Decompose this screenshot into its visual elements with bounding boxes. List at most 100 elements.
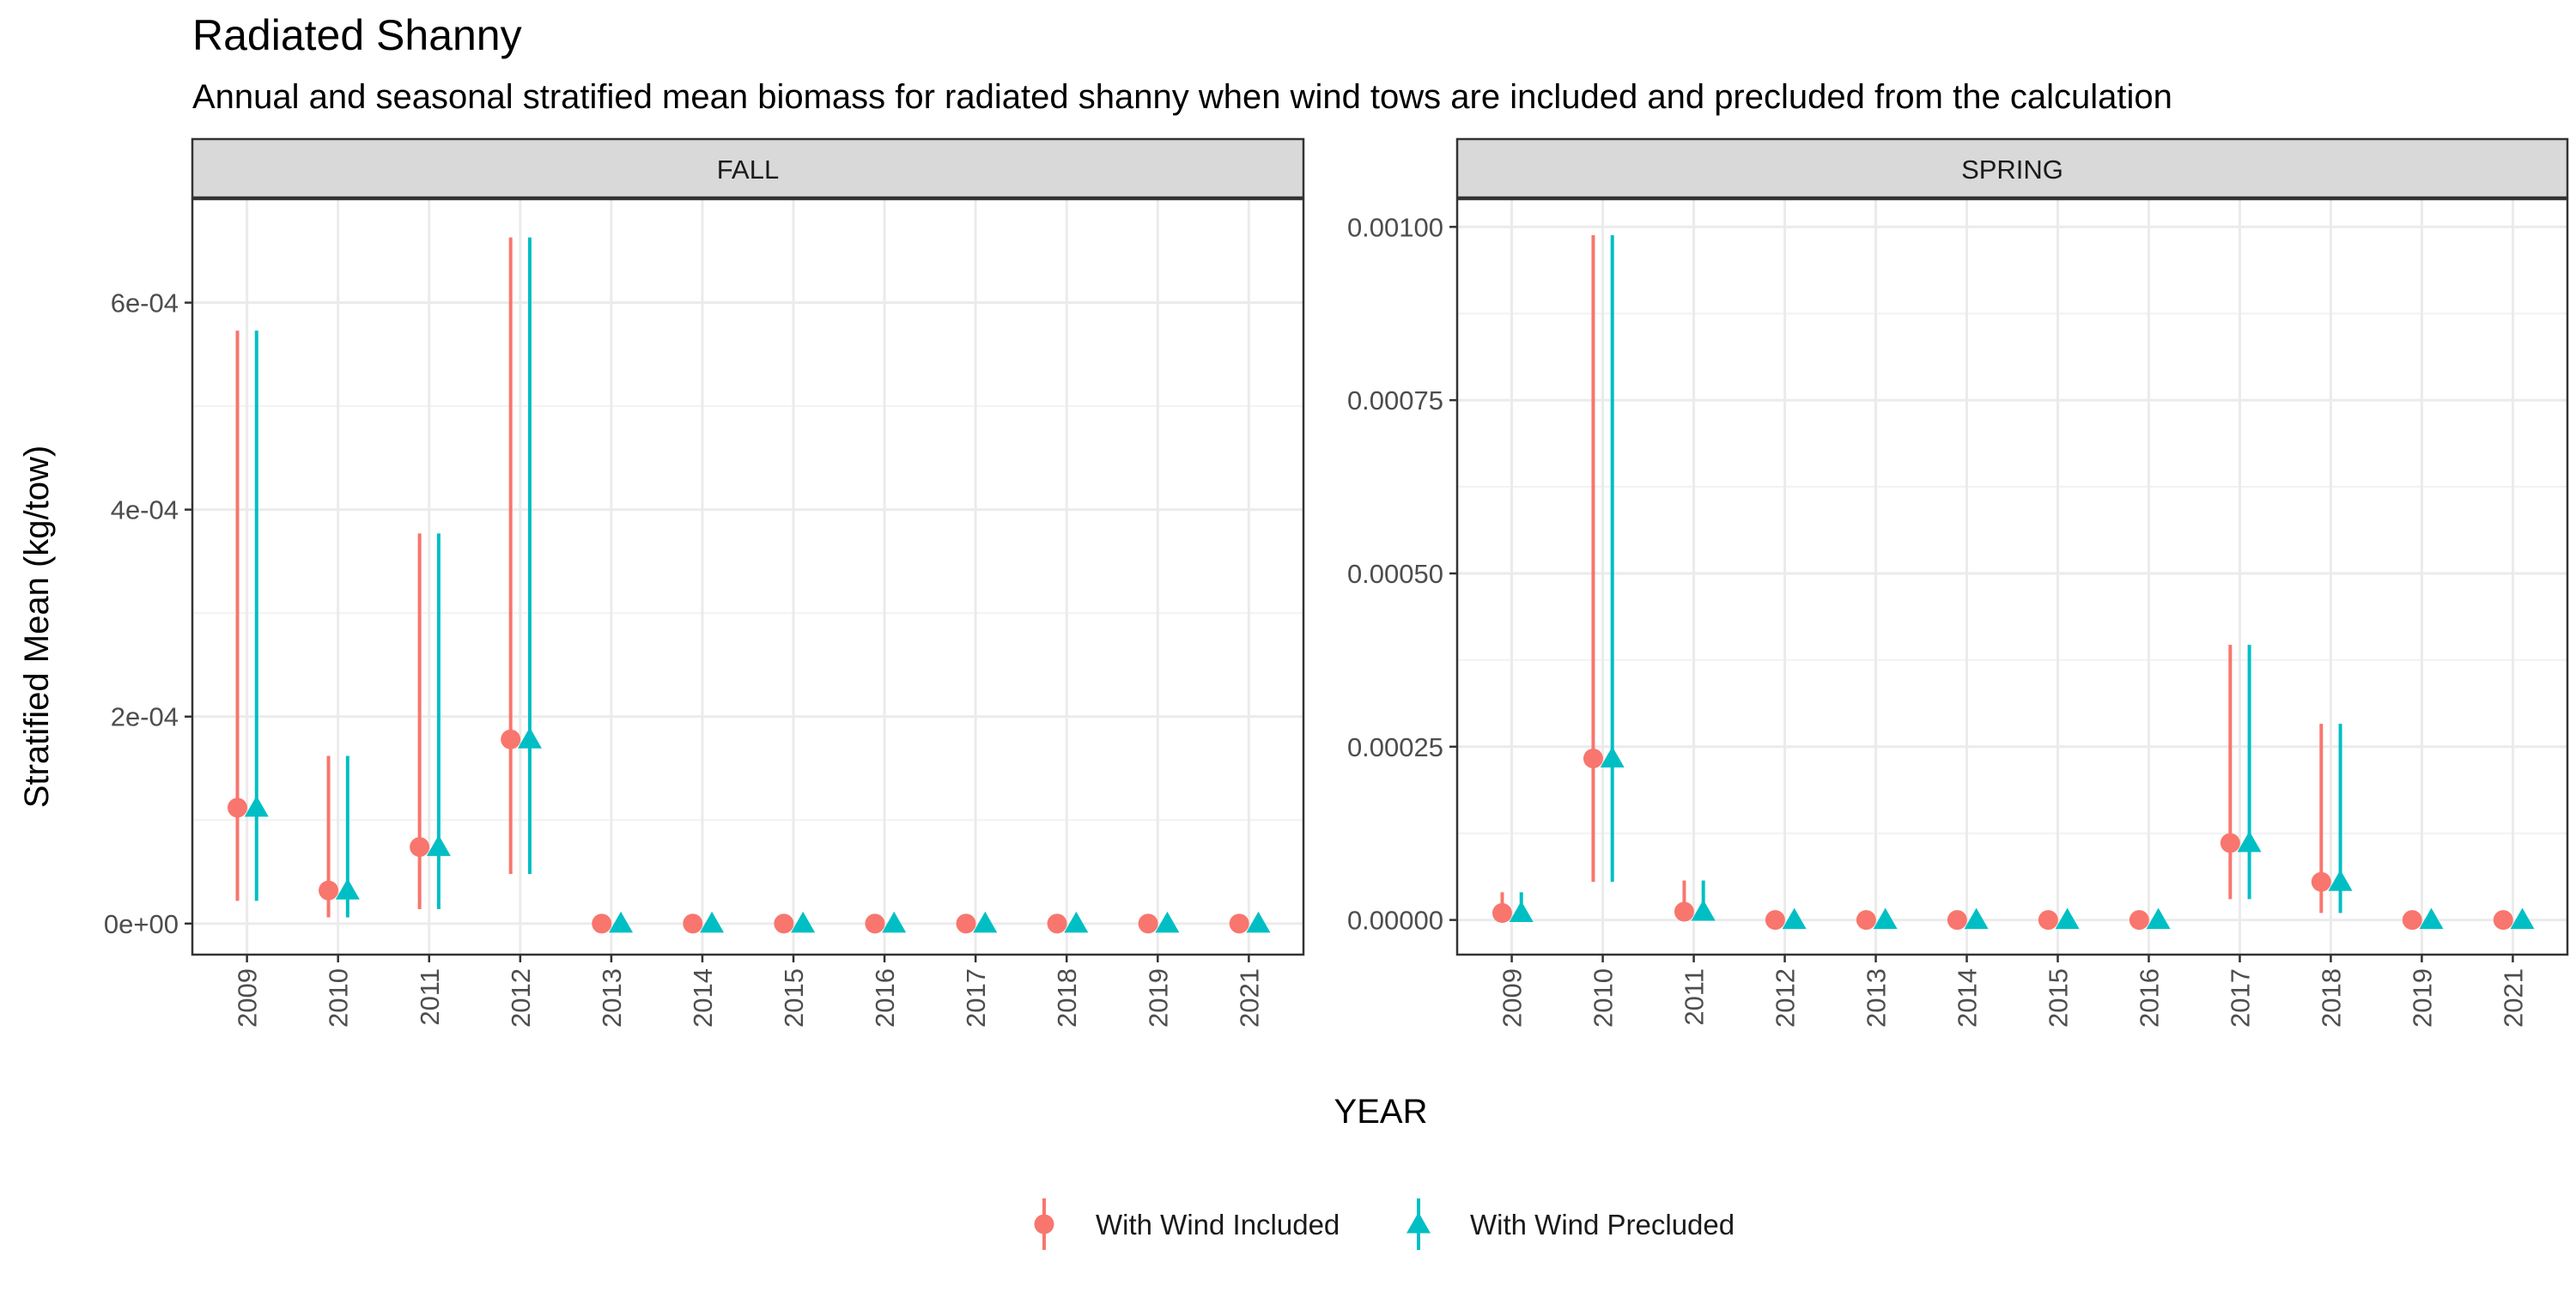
strip-spring <box>1455 137 2569 199</box>
x-tick-label-spring: 2021 <box>2498 968 2528 1028</box>
y-tick-label-spring: 0.00025 <box>1347 732 1443 762</box>
point-precluded-spring-2009 <box>1509 901 1534 923</box>
x-tick-label-fall: 2014 <box>688 968 718 1028</box>
point-precluded-fall-2018 <box>1064 911 1089 933</box>
point-precluded-fall-2017 <box>973 911 998 933</box>
y-tick-label-fall: 4e-04 <box>111 495 179 525</box>
point-precluded-spring-2015 <box>2055 907 2080 930</box>
point-included-spring-2010 <box>1583 749 1603 769</box>
point-included-fall-2015 <box>774 913 794 934</box>
x-tick-label-spring: 2015 <box>2043 968 2073 1028</box>
point-precluded-fall-2012 <box>517 727 542 749</box>
x-tick-label-fall: 2015 <box>779 968 809 1028</box>
point-precluded-fall-2019 <box>1155 911 1180 933</box>
point-precluded-spring-2021 <box>2510 907 2535 930</box>
x-tick-label-fall: 2013 <box>597 968 627 1028</box>
y-tick-label-spring: 0.00050 <box>1347 559 1443 589</box>
point-precluded-fall-2021 <box>1246 911 1271 933</box>
point-included-fall-2013 <box>592 913 612 934</box>
x-tick-label-spring: 2016 <box>2134 968 2164 1028</box>
x-tick-label-fall: 2016 <box>870 968 900 1028</box>
point-included-spring-2011 <box>1674 901 1694 922</box>
panels-group: FALL 0e+00 2e-04 4e-04 6e-04 2009 2010 2011 2012… <box>104 137 2569 1028</box>
point-included-fall-2017 <box>956 913 976 934</box>
legend-label: With Wind Precluded <box>1470 1209 1735 1240</box>
point-precluded-fall-2013 <box>609 911 634 933</box>
plot-bg-spring <box>1457 199 2567 955</box>
point-precluded-spring-2014 <box>1964 907 1989 930</box>
x-tick-label-fall: 2011 <box>415 968 445 1026</box>
panel-fall: FALL 0e+00 2e-04 4e-04 6e-04 2009 2010 2011 2012… <box>104 137 1305 1028</box>
panel-border-spring <box>1455 197 2569 956</box>
point-precluded-fall-2010 <box>335 878 360 900</box>
y-tick-label-fall: 0e+00 <box>104 909 179 939</box>
legend-item-precluded: With Wind Precluded <box>1406 1198 1735 1250</box>
point-precluded-spring-2018 <box>2328 870 2353 891</box>
x-tick-label-spring: 2019 <box>2407 968 2437 1028</box>
y-tick-label-fall: 2e-04 <box>111 702 179 732</box>
y-tick-label-fall: 6e-04 <box>111 288 179 318</box>
point-precluded-fall-2014 <box>700 911 725 933</box>
chart-title: Radiated Shanny <box>192 11 522 59</box>
strip-fall <box>191 137 1305 199</box>
x-tick-label-spring: 2014 <box>1953 968 1983 1028</box>
x-tick-label-fall: 2010 <box>324 968 354 1028</box>
point-precluded-fall-2015 <box>791 911 816 933</box>
panel-border-fall <box>191 197 1305 956</box>
point-included-fall-2021 <box>1229 913 1249 934</box>
point-precluded-spring-2016 <box>2146 907 2171 930</box>
x-axis-title: YEAR <box>1334 1093 1428 1131</box>
point-included-fall-2009 <box>228 798 248 818</box>
x-tick-label-spring: 2012 <box>1771 968 1801 1028</box>
x-tick-label-spring: 2010 <box>1589 968 1619 1028</box>
point-precluded-spring-2012 <box>1782 907 1807 930</box>
point-included-spring-2018 <box>2311 871 2331 892</box>
legend-item-included: With Wind Included <box>1034 1198 1340 1250</box>
point-precluded-spring-2019 <box>2419 907 2444 930</box>
x-tick-label-fall: 2017 <box>961 968 991 1028</box>
point-included-fall-2019 <box>1138 913 1158 934</box>
point-precluded-spring-2013 <box>1873 907 1898 930</box>
y-axis-title: Stratified Mean (kg/tow) <box>18 446 56 808</box>
plot-bg-fall <box>192 199 1303 955</box>
x-tick-label-fall: 2019 <box>1143 968 1173 1028</box>
x-tick-label-spring: 2011 <box>1680 968 1710 1026</box>
x-tick-label-spring: 2013 <box>1862 968 1892 1028</box>
point-included-fall-2012 <box>501 729 521 749</box>
point-included-spring-2019 <box>2402 910 2422 931</box>
x-tick-label-fall: 2012 <box>506 968 536 1028</box>
x-tick-label-fall: 2021 <box>1234 968 1264 1028</box>
x-tick-label-fall: 2018 <box>1052 968 1082 1028</box>
point-included-spring-2021 <box>2493 910 2513 931</box>
legend-key-triangle <box>1406 1212 1431 1234</box>
point-included-fall-2010 <box>319 880 339 901</box>
point-precluded-spring-2017 <box>2237 831 2262 852</box>
point-precluded-spring-2011 <box>1691 899 1716 921</box>
y-tick-label-spring: 0.00100 <box>1347 212 1443 242</box>
point-included-spring-2016 <box>2129 910 2149 931</box>
point-included-spring-2017 <box>2220 833 2240 853</box>
point-precluded-spring-2010 <box>1600 746 1625 768</box>
point-included-fall-2014 <box>683 913 703 934</box>
x-tick-label-spring: 2018 <box>2316 968 2346 1028</box>
x-tick-label-spring: 2009 <box>1498 968 1528 1028</box>
point-precluded-fall-2009 <box>244 795 269 817</box>
strip-label-fall: FALL <box>717 155 779 185</box>
point-included-spring-2014 <box>1947 910 1967 931</box>
legend: With Wind Included With Wind Precluded <box>1034 1198 1735 1250</box>
y-tick-label-spring: 0.00075 <box>1347 385 1443 416</box>
point-included-fall-2018 <box>1047 913 1067 934</box>
x-tick-label-spring: 2017 <box>2225 968 2255 1028</box>
legend-label: With Wind Included <box>1096 1209 1340 1240</box>
panel-spring: SPRING 0.00000 0.00025 0.00050 0.00075 0.0010… <box>1347 137 2569 1028</box>
point-included-spring-2012 <box>1765 910 1785 931</box>
y-tick-label-spring: 0.00000 <box>1347 906 1443 936</box>
legend-key-circle <box>1034 1214 1054 1234</box>
point-included-fall-2011 <box>410 837 430 858</box>
strip-label-spring: SPRING <box>1961 155 2063 185</box>
point-included-spring-2013 <box>1856 910 1876 931</box>
x-tick-label-fall: 2009 <box>233 968 263 1028</box>
point-precluded-fall-2016 <box>882 911 907 933</box>
